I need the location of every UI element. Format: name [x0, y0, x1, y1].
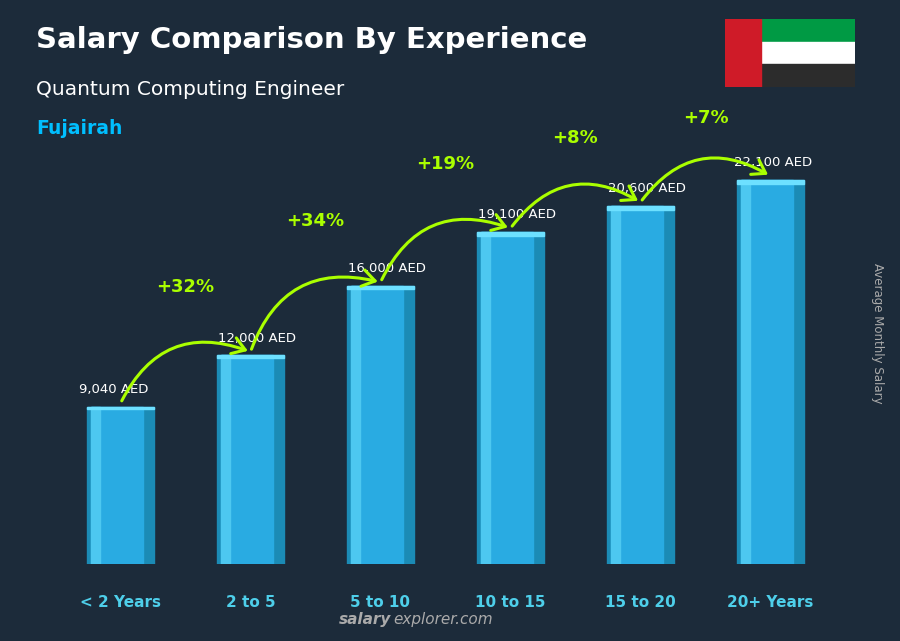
FancyArrowPatch shape: [251, 270, 375, 349]
Text: 16,000 AED: 16,000 AED: [348, 262, 426, 275]
Bar: [477, 232, 544, 564]
Bar: [481, 232, 534, 564]
Bar: [724, 19, 761, 87]
Text: explorer.com: explorer.com: [393, 612, 493, 627]
Bar: [217, 355, 284, 358]
Bar: [741, 179, 794, 564]
Bar: [741, 179, 750, 564]
Text: 2 to 5: 2 to 5: [226, 595, 275, 610]
Bar: [351, 286, 359, 564]
Bar: [724, 64, 855, 87]
Text: 20+ Years: 20+ Years: [727, 595, 814, 610]
Text: Quantum Computing Engineer: Quantum Computing Engineer: [36, 80, 344, 99]
Text: +7%: +7%: [683, 110, 728, 128]
Text: 12,000 AED: 12,000 AED: [218, 332, 296, 345]
Bar: [91, 407, 143, 564]
Text: +19%: +19%: [417, 154, 474, 172]
Bar: [607, 206, 674, 210]
Text: < 2 Years: < 2 Years: [80, 595, 161, 610]
Bar: [91, 407, 100, 564]
Bar: [220, 355, 274, 564]
Bar: [220, 355, 230, 564]
Bar: [724, 19, 855, 42]
Bar: [481, 232, 490, 564]
Bar: [86, 407, 154, 564]
FancyArrowPatch shape: [643, 158, 766, 200]
Text: Salary Comparison By Experience: Salary Comparison By Experience: [36, 26, 587, 54]
Bar: [607, 206, 674, 564]
Bar: [346, 286, 414, 564]
FancyArrowPatch shape: [382, 215, 505, 279]
Text: 15 to 20: 15 to 20: [605, 595, 676, 610]
Bar: [86, 407, 154, 409]
Text: salary: salary: [339, 612, 392, 627]
Text: 20,600 AED: 20,600 AED: [608, 182, 686, 196]
Text: Average Monthly Salary: Average Monthly Salary: [871, 263, 884, 404]
Text: 9,040 AED: 9,040 AED: [79, 383, 148, 396]
Bar: [737, 179, 805, 184]
FancyArrowPatch shape: [122, 338, 246, 401]
Text: +34%: +34%: [286, 212, 345, 230]
FancyArrowPatch shape: [512, 184, 635, 226]
Text: 19,100 AED: 19,100 AED: [478, 208, 556, 221]
Text: 10 to 15: 10 to 15: [475, 595, 545, 610]
Bar: [217, 355, 284, 564]
Bar: [346, 286, 414, 289]
Text: +32%: +32%: [157, 278, 214, 296]
Bar: [351, 286, 403, 564]
Bar: [477, 232, 544, 236]
Bar: [724, 42, 855, 64]
Text: 22,100 AED: 22,100 AED: [734, 156, 812, 169]
Text: 5 to 10: 5 to 10: [350, 595, 410, 610]
Bar: [611, 206, 663, 564]
Text: Fujairah: Fujairah: [36, 119, 122, 138]
Text: +8%: +8%: [553, 128, 599, 147]
Bar: [611, 206, 619, 564]
Bar: [737, 179, 805, 564]
